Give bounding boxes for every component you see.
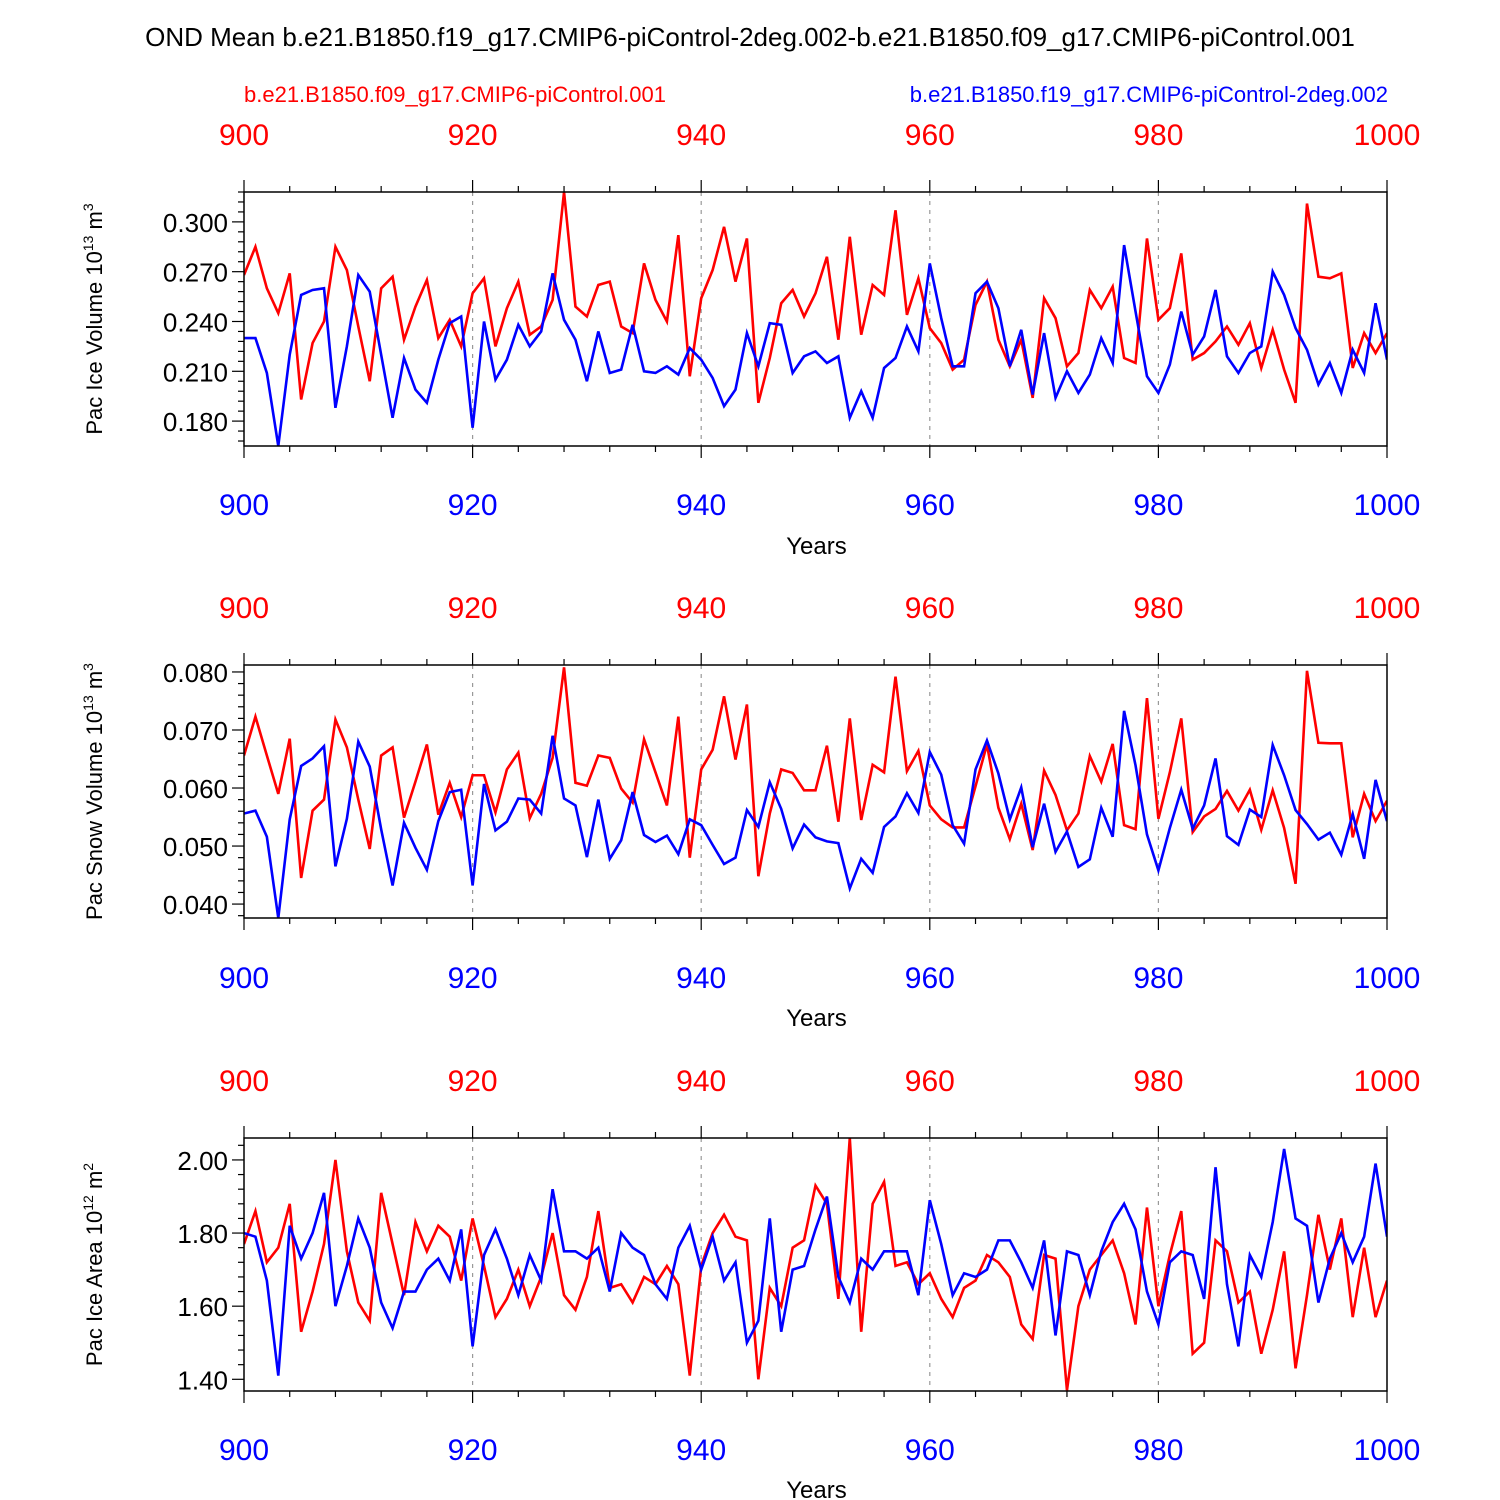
x-tick-label-bottom: 960: [905, 1434, 955, 1467]
y-axis-label-unit: m: [82, 211, 107, 235]
x-tick-label-bottom: 960: [905, 962, 955, 995]
x-tick-label-top: 900: [219, 592, 269, 625]
legend-blue-series: b.e21.B1850.f19_g17.CMIP6-piControl-2deg…: [910, 82, 1388, 107]
x-tick-label-bottom: 900: [219, 489, 269, 522]
x-tick-label-bottom: 1000: [1354, 962, 1421, 995]
x-tick-label-top: 920: [448, 119, 498, 152]
x-tick-label-top: 980: [1133, 119, 1183, 152]
x-tick-label-bottom: 920: [448, 489, 498, 522]
chart-panels: 900 900 920 920 940 940 960 960 980 980 1000 1000 0.…: [80, 119, 1420, 1500]
series-line-red: [244, 667, 1387, 885]
chart-panel-3: 900 900 920 920 940 940 960 960 980 980 1000 1000 1.…: [80, 1065, 1420, 1500]
chart-panel-1: 900 900 920 920 940 940 960 960 980 980 1000 1000 0.…: [80, 119, 1420, 560]
x-tick-label-top: 960: [905, 592, 955, 625]
y-tick-label: 0.210: [163, 357, 228, 387]
y-axis-label-exponent: 13: [80, 235, 96, 251]
chart-panel-2: 900 900 920 920 940 940 960 960 980 980 1000 1000 0.…: [80, 592, 1420, 1032]
x-axis-label: Years: [786, 1005, 847, 1032]
y-axis-label-text: Pac Ice Volume 10: [82, 251, 107, 434]
x-axis-label: Years: [786, 533, 847, 560]
y-axis-label: Pac Snow Volume 1013 m3: [80, 663, 107, 920]
y-tick-label: 1.80: [177, 1219, 228, 1249]
y-tick-label: 0.040: [163, 890, 228, 920]
series-line-blue: [244, 244, 1387, 446]
x-tick-label-bottom: 920: [448, 962, 498, 995]
x-tick-label-bottom: 940: [676, 489, 726, 522]
series-line-blue: [244, 710, 1387, 918]
y-axis-label-unit-exponent: 3: [80, 663, 96, 671]
y-axis-label-unit-exponent: 3: [80, 203, 96, 211]
y-tick-label: 0.240: [163, 307, 228, 337]
y-axis-label-text: Pac Snow Volume 10: [82, 711, 107, 920]
series-line-red: [244, 1138, 1387, 1391]
x-tick-label-bottom: 980: [1133, 962, 1183, 995]
y-tick-label: 0.270: [163, 258, 228, 288]
series-line-blue: [244, 1148, 1387, 1376]
x-tick-label-bottom: 940: [676, 962, 726, 995]
x-tick-label-top: 1000: [1354, 1065, 1421, 1098]
x-tick-label-top: 900: [219, 119, 269, 152]
y-axis-label-exponent: 13: [80, 695, 96, 711]
x-tick-label-top: 980: [1133, 592, 1183, 625]
y-axis-label-text: Pac Ice Area 10: [82, 1211, 107, 1366]
x-axis-label: Years: [786, 1477, 847, 1500]
legend-red-series: b.e21.B1850.f09_g17.CMIP6-piControl.001: [244, 82, 666, 107]
x-tick-label-bottom: 1000: [1354, 1434, 1421, 1467]
x-tick-label-top: 920: [448, 592, 498, 625]
x-tick-label-bottom: 960: [905, 489, 955, 522]
x-tick-label-bottom: 940: [676, 1434, 726, 1467]
x-tick-label-top: 960: [905, 119, 955, 152]
y-tick-label: 0.080: [163, 658, 228, 688]
x-tick-label-bottom: 980: [1133, 489, 1183, 522]
figure-title: OND Mean b.e21.B1850.f19_g17.CMIP6-piCon…: [145, 22, 1355, 52]
y-tick-label: 0.060: [163, 774, 228, 804]
y-axis-label-unit-exponent: 2: [80, 1163, 96, 1171]
y-axis-label: Pac Ice Volume 1013 m3: [80, 203, 107, 434]
y-axis-label-unit: m: [82, 671, 107, 695]
x-tick-label-top: 1000: [1354, 119, 1421, 152]
y-tick-label: 0.300: [163, 208, 228, 238]
y-tick-label: 1.40: [177, 1365, 228, 1395]
y-tick-label: 0.180: [163, 407, 228, 437]
y-tick-label: 0.070: [163, 716, 228, 746]
y-axis-label: Pac Ice Area 1012 m2: [80, 1163, 107, 1366]
y-tick-label: 1.60: [177, 1292, 228, 1322]
plot-frame: [243, 191, 1388, 447]
x-tick-label-top: 920: [448, 1065, 498, 1098]
x-tick-label-top: 940: [676, 592, 726, 625]
x-tick-label-bottom: 1000: [1354, 489, 1421, 522]
x-tick-label-top: 960: [905, 1065, 955, 1098]
x-tick-label-top: 1000: [1354, 592, 1421, 625]
x-tick-label-top: 980: [1133, 1065, 1183, 1098]
x-tick-label-bottom: 920: [448, 1434, 498, 1467]
x-tick-label-bottom: 900: [219, 962, 269, 995]
y-tick-label: 2.00: [177, 1146, 228, 1176]
y-axis-label-exponent: 12: [80, 1195, 96, 1211]
y-axis-label-unit: m: [82, 1171, 107, 1195]
series-line-red: [244, 192, 1387, 404]
plot-frame: [243, 664, 1388, 919]
x-tick-label-top: 900: [219, 1065, 269, 1098]
x-tick-label-top: 940: [676, 119, 726, 152]
plot-frame: [243, 1137, 1388, 1392]
x-tick-label-bottom: 900: [219, 1434, 269, 1467]
x-tick-label-top: 940: [676, 1065, 726, 1098]
y-tick-label: 0.050: [163, 832, 228, 862]
x-tick-label-bottom: 980: [1133, 1434, 1183, 1467]
